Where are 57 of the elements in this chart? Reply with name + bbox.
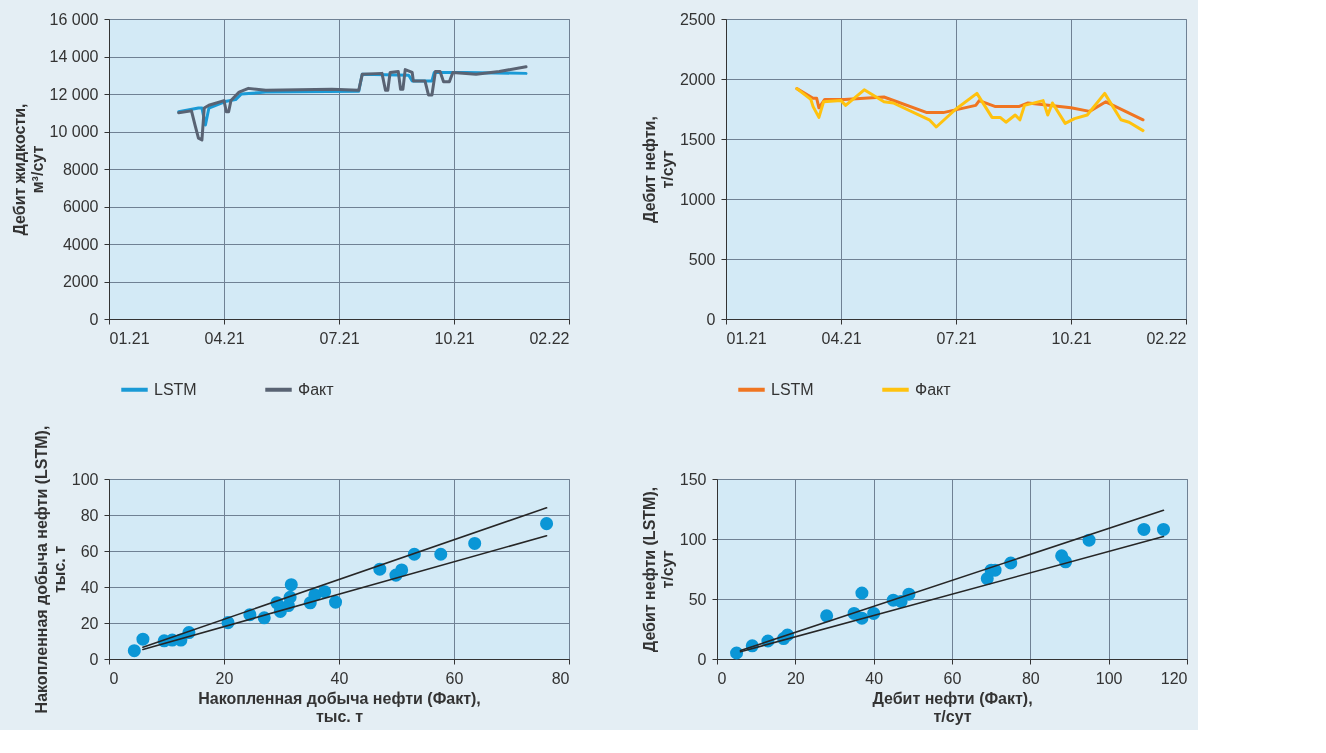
y-tick-label: 2000 bbox=[679, 70, 716, 88]
y-tick-label: 80 bbox=[80, 506, 99, 524]
y-tick-label: 0 bbox=[706, 310, 716, 328]
x-tick-label: 04.21 bbox=[821, 329, 862, 347]
x-tick-label: 01.21 bbox=[726, 329, 767, 347]
y-tick-label: 100 bbox=[71, 470, 99, 488]
y-tick-label: 12 000 bbox=[49, 85, 99, 103]
x-tick-label: 20 bbox=[786, 669, 805, 687]
x-tick-label: 40 bbox=[330, 669, 349, 687]
y-tick-label: 0 bbox=[89, 650, 99, 668]
x-tick-label: 10.21 bbox=[1051, 329, 1092, 347]
x-axis-title: Дебит нефти (Факт), т/сут bbox=[872, 689, 1033, 725]
legend-label: LSTM bbox=[154, 380, 197, 398]
y-tick-label: 4000 bbox=[62, 235, 99, 253]
y-tick-label: 2500 bbox=[679, 10, 716, 28]
x-axis-title: Накопленная добыча нефти (Факт), тыс. т bbox=[198, 689, 481, 725]
y-tick-label: 2000 bbox=[62, 273, 99, 290]
x-tick-label: 20 bbox=[215, 669, 234, 687]
legend-label: LSTM bbox=[771, 380, 814, 398]
y-axis-title: Дебит нефти, т/сут bbox=[640, 116, 676, 223]
y-axis-title: Дебит нефти (LSTM), т/сут bbox=[640, 486, 676, 653]
y-tick-label: 16 000 bbox=[49, 10, 99, 28]
y-tick-label: 1000 bbox=[679, 190, 716, 208]
x-tick-label: 80 bbox=[1021, 669, 1040, 687]
y-axis-title: Накопленная добыча нефти (LSTM), тыс. т bbox=[32, 425, 68, 714]
x-tick-label: 02.22 bbox=[1146, 329, 1187, 347]
x-tick-label: 0 bbox=[717, 669, 727, 687]
y-tick-label: 0 bbox=[89, 310, 99, 328]
y-tick-label: 14 000 bbox=[49, 48, 99, 65]
x-tick-label: 60 bbox=[445, 669, 464, 687]
x-tick-label: 120 bbox=[1160, 669, 1188, 687]
y-tick-label: 60 bbox=[80, 542, 99, 560]
y-tick-label: 1500 bbox=[679, 130, 716, 148]
y-tick-label: 10 000 bbox=[49, 123, 99, 140]
y-tick-label: 50 bbox=[688, 590, 707, 608]
y-axis-title: Дебит жидкости, м³/сут bbox=[10, 103, 46, 236]
y-tick-label: 8000 bbox=[62, 160, 99, 178]
y-tick-label: 500 bbox=[688, 250, 716, 268]
x-tick-label: 80 bbox=[551, 669, 570, 687]
y-tick-label: 100 bbox=[679, 530, 707, 548]
x-tick-label: 60 bbox=[943, 669, 962, 687]
x-tick-label: 07.21 bbox=[319, 329, 360, 347]
x-tick-label: 07.21 bbox=[936, 329, 977, 347]
x-tick-label: 10.21 bbox=[434, 329, 475, 347]
legend-label: Факт bbox=[298, 380, 335, 398]
x-tick-label: 0 bbox=[109, 669, 119, 687]
x-tick-label: 02.22 bbox=[529, 329, 570, 347]
y-tick-label: 150 bbox=[679, 470, 707, 488]
x-tick-label: 01.21 bbox=[109, 329, 150, 347]
y-tick-label: 20 bbox=[80, 614, 99, 632]
legend-label: Факт bbox=[915, 380, 952, 398]
x-tick-label: 100 bbox=[1095, 669, 1123, 687]
x-tick-label: 40 bbox=[865, 669, 884, 687]
y-tick-label: 6000 bbox=[62, 198, 99, 215]
x-tick-label: 04.21 bbox=[204, 329, 245, 347]
y-tick-label: 40 bbox=[80, 578, 99, 596]
y-tick-label: 0 bbox=[697, 650, 707, 668]
